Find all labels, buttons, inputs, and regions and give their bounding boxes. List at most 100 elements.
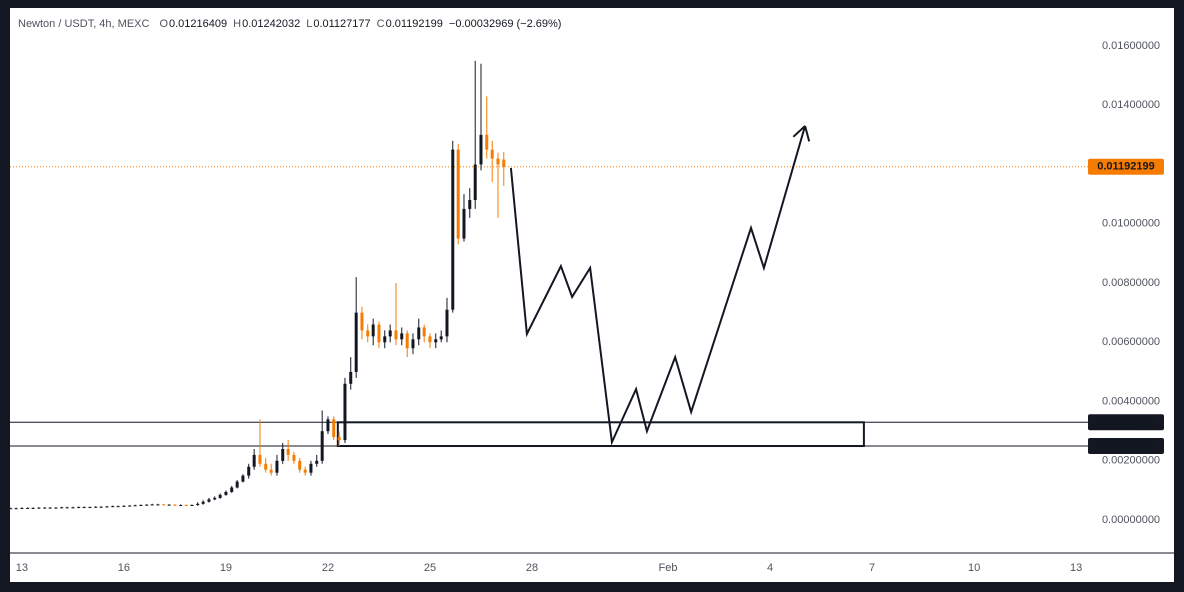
candle-body [71,507,75,509]
candle-body [116,506,120,508]
candle-body [292,454,296,461]
candle-body [37,507,41,509]
candle-body [247,466,251,476]
candle-body [371,324,375,337]
chart-title: Newton / USDT, 4h, MEXC [18,18,149,30]
zone-rectangle [336,421,865,448]
candle-body [94,506,98,508]
x-tick-label: 19 [220,562,232,574]
candle-body [167,504,171,506]
y-tick-label: 0.00000000 [1102,514,1160,526]
legend-header: Newton / USDT, 4h, MEXC [18,18,149,30]
candle-body [462,208,466,239]
x-tick-label: 25 [424,562,436,574]
candle-body [496,158,500,165]
arrow-head [804,125,811,142]
candle-body [451,149,455,310]
candle-body [298,460,302,470]
candle-body [502,159,506,167]
x-tick-label: 13 [1070,562,1082,574]
candle-body [479,134,483,165]
candle-body [139,504,143,506]
x-tick-label: 4 [767,562,773,574]
candle-body [332,419,336,438]
candle-body [366,330,370,337]
candle-body [10,508,13,510]
candle-body [377,324,381,343]
candle-body [14,508,18,510]
candle-body [190,504,194,506]
x-tick-label: 22 [322,562,334,574]
candle-body [105,506,109,508]
candle-body [31,507,35,509]
candle-body [82,507,86,509]
candle-body [326,419,330,432]
x-tick-label: 28 [526,562,538,574]
candle-body [485,134,489,150]
candle-body [400,333,404,340]
candle-body [349,371,353,384]
candle-body [445,309,449,337]
candle-body [150,504,154,506]
x-tick-label: Feb [659,562,678,574]
candle-body [490,149,494,159]
candle-body [434,339,438,343]
ohlc-value: 0.01127177 [313,18,370,30]
candle-body [428,336,432,343]
candle-body [43,507,47,509]
y-tick-label: 0.00800000 [1102,277,1160,289]
ohlc-key: O [159,18,168,30]
level-label-box [1088,414,1164,431]
candle-body [235,481,239,488]
y-tick-label: 0.00400000 [1102,395,1160,407]
candle-body [315,460,319,464]
candle-body [264,463,268,470]
candle-body [286,448,290,455]
last-price-label-box [1088,158,1164,175]
candle-body [309,463,313,473]
candle-body [20,507,24,509]
candle-body [258,454,262,464]
candle-body [111,506,115,508]
candle-body [269,469,273,473]
change-value: −0.00032969 (−2.69%) [449,18,562,30]
candle-body [473,164,477,201]
candle-body [343,383,347,441]
candle-body [417,327,421,340]
candle-body [156,504,160,506]
candle-body [26,507,30,509]
candle-body [303,469,307,473]
candle-body [230,487,234,492]
x-tick-label: 16 [118,562,130,574]
candle-body [394,330,398,340]
x-tick-label: 10 [968,562,980,574]
ohlc-value: 0.01192199 [386,18,443,30]
candle-body [218,494,222,498]
candle-body [65,507,69,509]
projection-path [509,125,807,446]
candle-body [184,504,188,506]
candle-body [383,336,387,343]
ohlc-value: 0.01242032 [242,18,300,30]
candle-body [54,507,58,509]
candle-body [354,312,358,372]
candle-body [252,454,256,467]
candle-body [173,504,177,506]
candle-body [207,499,211,502]
plot-area [10,60,1088,510]
candle-body [99,506,103,508]
candle-body [133,505,137,507]
candle-body [337,437,341,441]
ohlc-key: C [377,18,385,30]
candle-body [405,333,409,349]
candle-body [201,501,205,504]
candle-body [422,327,426,337]
candle-body [224,491,228,495]
chart-background [10,8,1174,582]
candle-body [77,507,81,509]
x-tick-label: 13 [16,562,28,574]
candle-body [213,497,217,500]
level-label: 0.00250000 [1097,440,1155,452]
candle-body [196,503,200,505]
